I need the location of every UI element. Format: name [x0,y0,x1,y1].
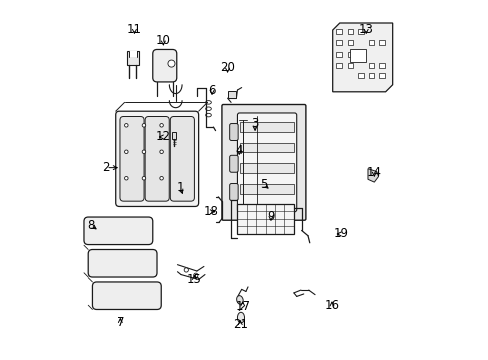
Circle shape [142,176,145,180]
Text: 1: 1 [176,181,183,194]
Bar [347,52,352,57]
FancyBboxPatch shape [116,111,198,206]
Bar [240,184,293,194]
Text: 7: 7 [116,316,124,329]
Text: 17: 17 [235,300,250,313]
FancyBboxPatch shape [84,217,152,244]
Text: 10: 10 [156,34,170,47]
Bar [357,30,363,34]
Circle shape [160,176,163,180]
Bar [368,40,374,45]
Ellipse shape [237,312,244,323]
Bar [347,63,352,68]
Text: 11: 11 [127,23,142,36]
Bar [336,52,341,57]
Text: 18: 18 [203,205,218,218]
Bar [347,40,352,45]
Circle shape [124,176,128,180]
FancyBboxPatch shape [88,249,157,277]
Bar [240,205,293,215]
Text: 5: 5 [260,178,267,191]
FancyBboxPatch shape [170,117,194,201]
Bar [240,163,293,173]
FancyBboxPatch shape [237,113,296,212]
Bar [379,73,384,78]
Polygon shape [332,23,392,92]
FancyBboxPatch shape [229,184,238,201]
Bar [368,63,374,68]
FancyBboxPatch shape [145,117,169,201]
Circle shape [160,150,163,153]
Bar [129,51,136,57]
Circle shape [193,273,198,277]
Text: 6: 6 [208,84,215,96]
Bar [336,40,341,45]
Text: 3: 3 [251,117,258,130]
Bar [347,30,352,34]
Bar [357,73,363,78]
Text: 8: 8 [87,219,95,231]
Circle shape [184,268,188,272]
Text: 4: 4 [235,144,243,157]
Bar [379,40,384,45]
FancyBboxPatch shape [92,282,161,310]
Bar [336,30,341,34]
Bar [368,73,374,78]
Text: 21: 21 [232,318,247,331]
Text: 15: 15 [186,273,202,286]
Bar [127,51,139,66]
Circle shape [142,123,145,127]
Bar [240,143,293,152]
Text: 20: 20 [220,61,235,74]
Circle shape [142,150,145,153]
FancyBboxPatch shape [152,49,176,82]
Bar [336,63,341,68]
Text: 13: 13 [358,23,373,36]
FancyBboxPatch shape [229,155,238,172]
Bar [227,91,236,98]
Circle shape [124,150,128,153]
Polygon shape [367,169,378,182]
Circle shape [167,60,175,67]
Text: 2: 2 [102,161,110,174]
Ellipse shape [236,296,243,304]
Bar [379,63,384,68]
Bar [237,204,293,234]
FancyBboxPatch shape [222,104,305,220]
FancyBboxPatch shape [229,123,238,140]
Text: 16: 16 [324,300,339,312]
Text: 9: 9 [266,210,274,223]
Text: 19: 19 [333,228,348,240]
Bar [349,49,366,62]
Bar [240,122,293,132]
Text: 12: 12 [156,130,170,143]
Text: 14: 14 [366,166,381,179]
Circle shape [160,123,163,127]
Bar [172,132,176,139]
Circle shape [124,123,128,127]
FancyBboxPatch shape [120,117,144,201]
